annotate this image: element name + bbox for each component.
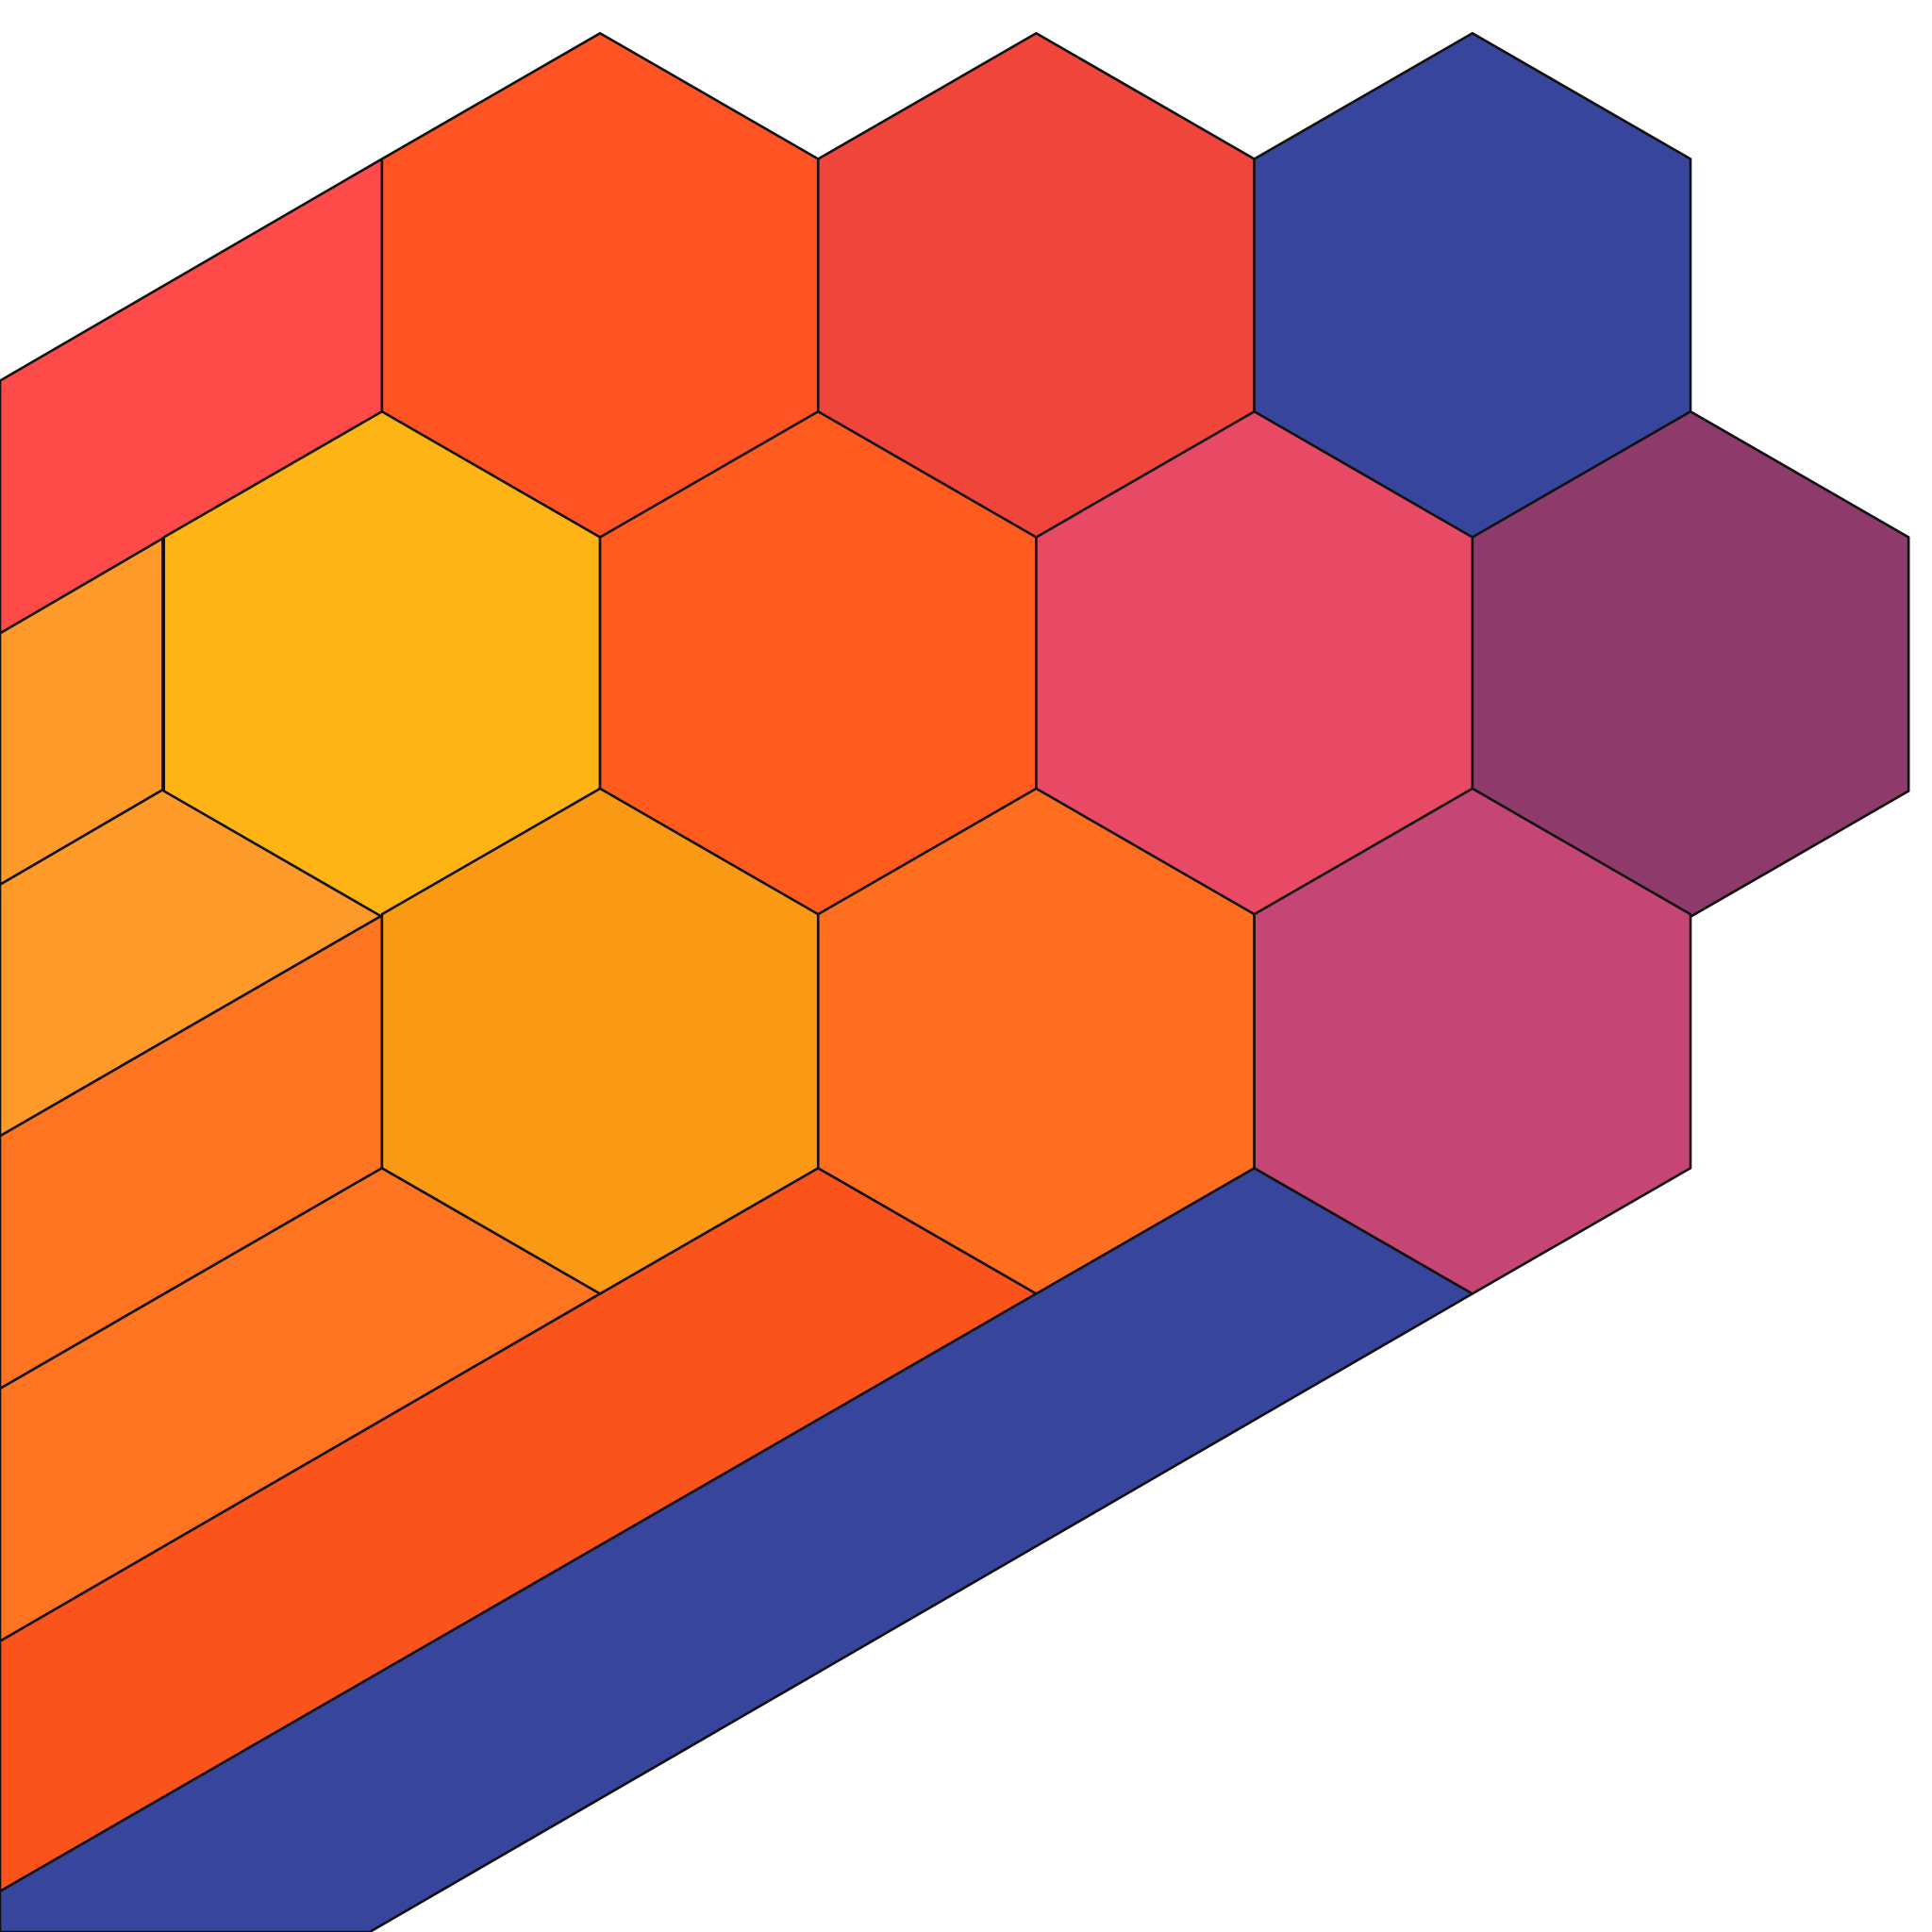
hexagon-r3-c3 (1253, 787, 1692, 1295)
